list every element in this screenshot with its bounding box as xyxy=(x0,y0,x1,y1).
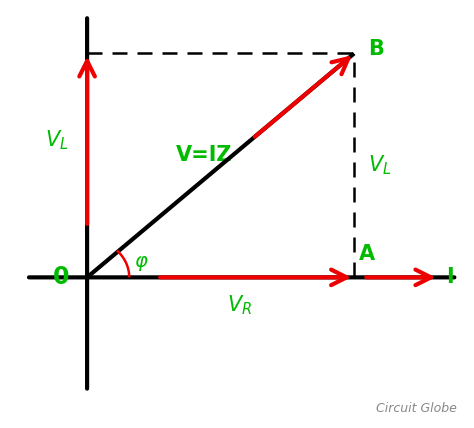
Text: V=IZ: V=IZ xyxy=(176,145,232,165)
Text: I: I xyxy=(447,268,454,287)
Text: B: B xyxy=(368,39,384,59)
Text: $V_L$: $V_L$ xyxy=(45,128,68,152)
Text: $V_L$: $V_L$ xyxy=(368,154,392,177)
Text: $V_R$: $V_R$ xyxy=(227,293,252,317)
Text: 0: 0 xyxy=(53,265,70,289)
Text: Circuit Globe: Circuit Globe xyxy=(376,402,457,415)
Text: φ: φ xyxy=(135,252,147,271)
Text: A: A xyxy=(359,244,375,264)
